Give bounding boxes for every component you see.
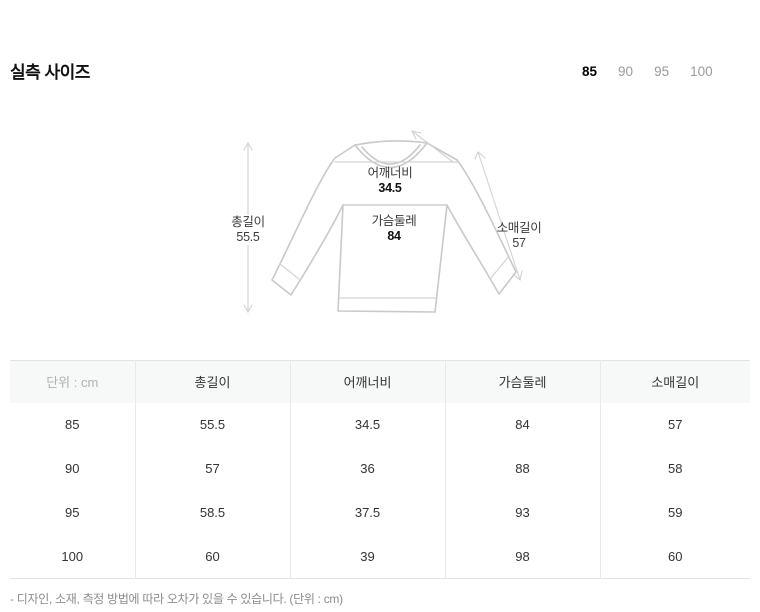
size-selector: 85 90 95 100 bbox=[582, 64, 713, 79]
sweater-sketch-icon bbox=[243, 130, 523, 314]
row-size: 95 bbox=[10, 490, 135, 535]
shoulder-width-label: 어깨너비 34.5 bbox=[350, 166, 430, 196]
page-title: 실측 사이즈 bbox=[10, 63, 90, 82]
sleeve-length-label: 소매길이 57 bbox=[484, 221, 554, 251]
cell-chest: 88 bbox=[444, 446, 600, 491]
total-length-value: 55.5 bbox=[236, 230, 260, 244]
sleeve-length-text: 소매길이 bbox=[496, 221, 542, 235]
table-row: 85 55.5 34.5 84 57 bbox=[10, 402, 750, 447]
sleeve-length-value: 57 bbox=[512, 236, 526, 250]
cell-total-length: 57 bbox=[134, 446, 290, 491]
sleeve-arrowhead-top bbox=[474, 151, 486, 160]
size-tab-100[interactable]: 100 bbox=[690, 64, 713, 79]
cell-sleeve-length: 57 bbox=[599, 402, 750, 447]
left-sleeve-outline bbox=[271, 157, 344, 296]
cell-chest: 98 bbox=[444, 534, 600, 579]
cell-sleeve-length: 59 bbox=[599, 490, 750, 535]
chest-value: 84 bbox=[387, 229, 401, 243]
size-tab-85[interactable]: 85 bbox=[582, 64, 598, 79]
col-header-chest: 가슴둘레 bbox=[444, 360, 600, 403]
length-arrowhead-top bbox=[243, 141, 253, 151]
row-size: 90 bbox=[10, 446, 135, 491]
chest-text: 가슴둘레 bbox=[371, 214, 417, 228]
sleeve-arrowhead-bottom bbox=[512, 270, 523, 282]
cell-sleeve-length: 58 bbox=[599, 446, 750, 491]
size-table: 단위 : cm 총길이 어깨너비 가슴둘레 소매길이 85 55.5 34.5 … bbox=[10, 360, 750, 579]
size-table-container: 단위 : cm 총길이 어깨너비 가슴둘레 소매길이 85 55.5 34.5 … bbox=[10, 360, 750, 579]
measurement-diagram: 총길이 55.5 어깨너비 34.5 가슴둘레 84 소매길이 57 bbox=[213, 125, 555, 350]
cell-shoulder-width: 37.5 bbox=[289, 490, 445, 535]
cell-sleeve-length: 60 bbox=[599, 534, 750, 579]
cell-total-length: 58.5 bbox=[134, 490, 290, 535]
right-cuff-line bbox=[490, 255, 510, 279]
cell-shoulder-width: 39 bbox=[289, 534, 445, 579]
col-header-shoulder-width: 어깨너비 bbox=[289, 360, 445, 403]
sleeve-arrow-line bbox=[477, 151, 521, 281]
right-sleeve-outline bbox=[446, 159, 517, 295]
cell-shoulder-width: 34.5 bbox=[289, 402, 445, 447]
cell-shoulder-width: 36 bbox=[289, 446, 445, 491]
table-row: 90 57 36 88 58 bbox=[10, 446, 750, 491]
cell-chest: 84 bbox=[444, 402, 600, 447]
left-cuff-line bbox=[279, 263, 300, 280]
neckline-outer bbox=[354, 142, 428, 169]
shoulder-pointer-arrowhead bbox=[410, 130, 422, 140]
shoulder-pointer-line bbox=[411, 130, 454, 163]
collar-top-edge bbox=[354, 140, 428, 146]
total-length-text: 총길이 bbox=[231, 215, 265, 229]
measurement-disclaimer: - 디자인, 소재, 측정 방법에 따라 오차가 있을 수 있습니다. (단위 … bbox=[10, 592, 343, 606]
col-header-unit: 단위 : cm bbox=[10, 360, 135, 403]
size-tab-95[interactable]: 95 bbox=[654, 64, 670, 79]
shoulder-width-text: 어깨너비 bbox=[367, 166, 413, 180]
cell-total-length: 60 bbox=[134, 534, 290, 579]
length-arrowhead-bottom bbox=[243, 304, 253, 314]
chest-label: 가슴둘레 84 bbox=[354, 214, 434, 244]
row-size: 85 bbox=[10, 402, 135, 447]
row-size: 100 bbox=[10, 534, 135, 579]
col-header-total-length: 총길이 bbox=[134, 360, 290, 403]
cell-total-length: 55.5 bbox=[134, 402, 290, 447]
total-length-label: 총길이 55.5 bbox=[213, 215, 283, 245]
size-table-header-row: 단위 : cm 총길이 어깨너비 가슴둘레 소매길이 bbox=[10, 360, 750, 403]
shoulder-width-value: 34.5 bbox=[378, 181, 402, 195]
table-row: 100 60 39 98 60 bbox=[10, 534, 750, 579]
table-row: 95 58.5 37.5 93 59 bbox=[10, 490, 750, 535]
col-header-sleeve-length: 소매길이 bbox=[599, 360, 750, 403]
cell-chest: 93 bbox=[444, 490, 600, 535]
size-tab-90[interactable]: 90 bbox=[618, 64, 634, 79]
neckline-inner bbox=[361, 144, 421, 165]
left-shoulder-edge bbox=[334, 144, 356, 159]
